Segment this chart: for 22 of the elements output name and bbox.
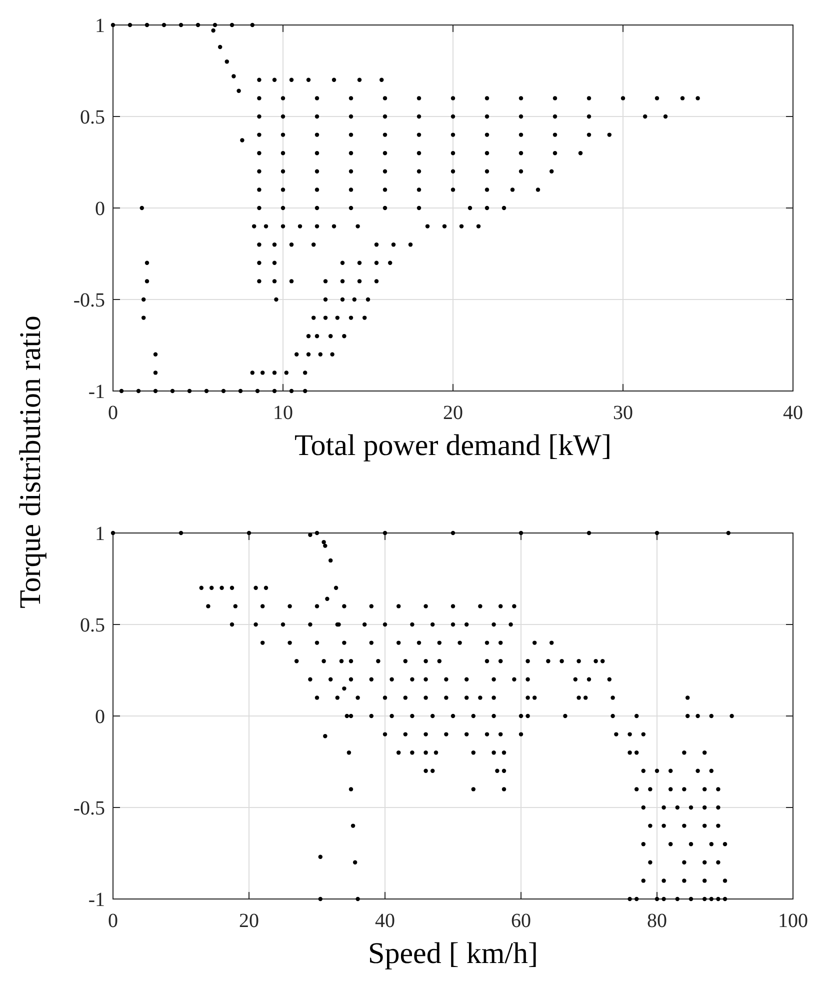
y-axis-title: Torque distribution ratio — [14, 316, 47, 608]
y-tick-label: 0.5 — [80, 106, 105, 128]
y-tick-label: -1 — [88, 889, 105, 911]
x-tick-label: 10 — [273, 402, 293, 424]
y-tick-label: -0.5 — [73, 290, 105, 312]
x-axis-title: Total power demand [kW] — [294, 429, 612, 462]
x-axis-title: Speed [ km/h] — [368, 937, 538, 970]
y-tick-label: 0.5 — [80, 614, 105, 636]
y-tick-label: -1 — [88, 381, 105, 403]
y-tick-label: 0 — [95, 706, 105, 728]
x-tick-label: 60 — [511, 910, 531, 932]
x-tick-label: 30 — [613, 402, 633, 424]
x-tick-label: 20 — [443, 402, 463, 424]
x-tick-label: 20 — [239, 910, 259, 932]
x-tick-label: 40 — [375, 910, 395, 932]
x-tick-label: 100 — [778, 910, 808, 932]
y-tick-label: -0.5 — [73, 798, 105, 820]
x-tick-label: 40 — [783, 402, 803, 424]
y-tick-label: 1 — [95, 523, 105, 545]
y-tick-label: 1 — [95, 15, 105, 37]
x-tick-label: 80 — [647, 910, 667, 932]
y-tick-label: 0 — [95, 198, 105, 220]
